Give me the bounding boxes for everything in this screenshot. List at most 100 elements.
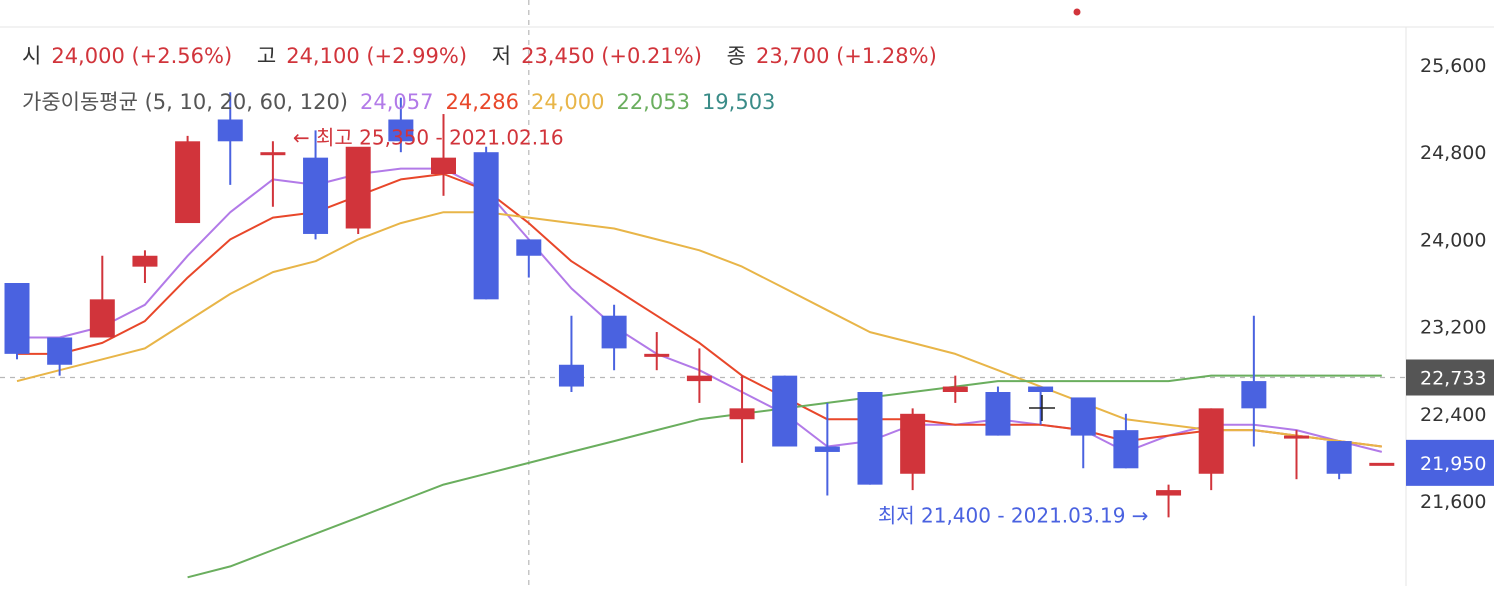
candle xyxy=(303,130,329,240)
candle xyxy=(89,255,115,338)
crosshair-price-badge xyxy=(1406,359,1494,396)
candle xyxy=(729,375,755,463)
ma20-value: 24,000 xyxy=(530,90,605,114)
candle-body xyxy=(4,283,30,354)
ma5-line xyxy=(17,167,1383,453)
cursor-crosshair-icon xyxy=(1029,395,1055,421)
candle-body xyxy=(985,392,1011,436)
close-label: 종 xyxy=(726,44,746,68)
candle-body xyxy=(1070,397,1096,436)
high-label: 고 xyxy=(256,44,277,68)
candle xyxy=(1156,484,1182,518)
candle-body xyxy=(1369,462,1395,466)
candle-body xyxy=(89,299,115,338)
candle xyxy=(1198,408,1224,491)
high-value: 24,100 (+2.99%) xyxy=(286,44,468,68)
ma-title: 가중이동평균 (5, 10, 20, 60, 120) xyxy=(22,90,348,114)
candle xyxy=(1369,462,1395,466)
candle xyxy=(900,408,926,491)
candle xyxy=(388,97,414,153)
ma120-value: 19,503 xyxy=(701,90,776,114)
candle-body xyxy=(942,386,968,392)
y-tick-label: 22,400 xyxy=(1420,404,1486,426)
candle-body xyxy=(47,337,73,365)
candle-body xyxy=(729,408,755,420)
price-axis: 21,600 22,400 23,200 24,000 24,800 25,600 22,7… xyxy=(1406,55,1494,513)
candle xyxy=(132,250,158,283)
candle xyxy=(857,392,883,485)
crosshair-price-label: 22,733 xyxy=(1420,368,1486,390)
candle-body xyxy=(814,446,840,452)
candle-body xyxy=(1326,441,1352,474)
candle xyxy=(516,239,542,278)
candle xyxy=(345,146,371,234)
candle xyxy=(1241,315,1267,447)
candle-body xyxy=(1028,386,1054,392)
candle xyxy=(1070,397,1096,469)
low-value: 23,450 (+0.21%) xyxy=(521,44,702,68)
candle xyxy=(985,386,1011,436)
candle-body xyxy=(431,157,456,174)
candle xyxy=(431,114,456,196)
candle xyxy=(175,135,201,224)
candle xyxy=(772,375,798,447)
candle xyxy=(1113,413,1139,469)
last-price-label: 21,950 xyxy=(1420,453,1486,475)
candle-body xyxy=(516,239,542,256)
candle-body xyxy=(644,353,670,357)
candle-body xyxy=(772,375,798,447)
y-tick-label: 24,800 xyxy=(1420,142,1486,164)
open-label: 시 xyxy=(22,44,42,68)
candle xyxy=(686,348,712,403)
low-annotation: 최저 21,400 - 2021.03.19 → xyxy=(878,503,1149,527)
candle-body xyxy=(686,375,712,382)
ma10-value: 24,286 xyxy=(445,90,519,114)
low-label: 저 xyxy=(491,44,512,68)
candle-body xyxy=(345,146,371,229)
candle-body xyxy=(1156,490,1182,496)
candle-body xyxy=(132,255,158,267)
candle xyxy=(260,141,286,207)
candle-body xyxy=(558,364,584,387)
ma10-line xyxy=(17,173,1382,448)
candles xyxy=(4,92,1395,518)
candle-body xyxy=(1284,435,1309,439)
ma20-line xyxy=(16,211,1382,448)
y-tick-label: 24,000 xyxy=(1420,229,1486,251)
candle-body xyxy=(1113,430,1139,469)
candle xyxy=(47,337,73,376)
high-annotation: ← 최고 25,350 - 2021.02.16 xyxy=(293,125,564,149)
candle-body xyxy=(857,392,883,485)
candle-body xyxy=(1198,408,1224,474)
candle xyxy=(1028,386,1054,425)
candle-body xyxy=(217,119,243,142)
y-tick-label: 21,600 xyxy=(1420,491,1486,513)
open-value: 24,000 (+2.56%) xyxy=(51,44,233,68)
candle xyxy=(473,146,499,300)
y-tick-label: 25,600 xyxy=(1420,55,1486,77)
candle-body xyxy=(175,141,201,224)
ma5-value: 24,057 xyxy=(360,90,434,114)
candle-body xyxy=(303,157,329,234)
top-dot-icon xyxy=(1073,8,1081,16)
ma60-value: 22,053 xyxy=(616,90,690,114)
candle xyxy=(1284,430,1309,480)
last-price-badge xyxy=(1406,439,1494,486)
close-value: 23,700 (+1.28%) xyxy=(755,44,937,68)
candle xyxy=(601,304,627,371)
candle xyxy=(1326,441,1352,480)
candle-body xyxy=(473,152,499,300)
annotations: ← 최고 25,350 - 2021.02.16 최저 21,400 - 2021… xyxy=(293,125,1149,527)
candle-body xyxy=(260,152,286,156)
candle-body xyxy=(900,413,926,474)
candle xyxy=(4,283,30,360)
y-tick-label: 23,200 xyxy=(1420,317,1486,339)
candle xyxy=(644,332,670,371)
candle-body xyxy=(601,315,627,349)
candle-body xyxy=(388,119,414,142)
candle xyxy=(217,92,243,185)
candle xyxy=(942,375,968,403)
candle xyxy=(558,315,584,392)
